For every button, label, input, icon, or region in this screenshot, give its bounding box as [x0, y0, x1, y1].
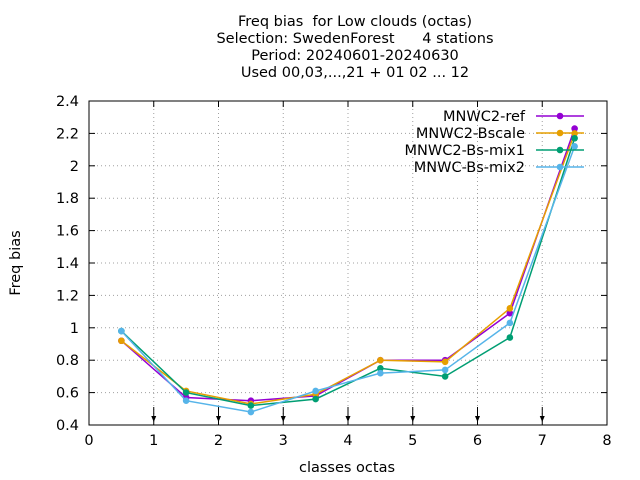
data-point: [506, 334, 514, 341]
data-point: [118, 337, 125, 345]
data-point: [506, 309, 514, 317]
legend-marker: [556, 112, 564, 120]
y-tick-label: 0.8: [56, 353, 79, 369]
data-point: [312, 387, 319, 395]
series-line: [120, 133, 576, 405]
series-group: [118, 125, 578, 416]
title-line-4: Used 00,03,...,21 + 01 02 ... 12: [240, 65, 470, 81]
x-tick-label: 0: [84, 433, 93, 449]
data-point: [377, 369, 384, 377]
data-point: [247, 402, 255, 409]
y-tick-label: 2.4: [56, 94, 79, 110]
plot-border: [88, 100, 608, 426]
data-point: [182, 397, 190, 405]
data-point: [441, 373, 449, 380]
x-tick-label: 3: [279, 433, 288, 449]
data-point: [312, 395, 319, 403]
series-line: [120, 146, 576, 413]
legend-marker: [556, 129, 564, 137]
x-axis-label: classes octas: [299, 460, 395, 476]
data-point: [441, 358, 449, 366]
legend-label: MNWC2-ref: [443, 109, 526, 125]
legend: MNWC2-refMNWC2-BscaleMNWC2-Bs-mix1MNWC-B…: [405, 109, 584, 176]
legend-label: MNWC-Bs-mix2: [414, 160, 525, 176]
x-tick-label: 7: [538, 433, 547, 449]
x-tick-label: 8: [602, 433, 611, 449]
y-tick-label: 1: [70, 321, 79, 337]
y-tick-label: 0.6: [56, 386, 79, 402]
series-MNWC-Bs-mix2: [118, 143, 578, 416]
title-line-1: Freq bias for Low clouds (octas): [238, 14, 472, 30]
x-tick-label: 2: [214, 433, 223, 449]
data-point: [377, 365, 384, 372]
y-tick-label: 2: [70, 159, 79, 175]
y-tick-label: 1.6: [56, 224, 79, 240]
y-tick-label: 1.8: [56, 191, 79, 207]
legend-marker: [556, 146, 564, 154]
data-point: [441, 366, 449, 374]
data-point: [571, 143, 578, 150]
title-line-3: Period: 20240601-20240630: [251, 48, 459, 64]
data-point: [571, 125, 578, 132]
data-point: [182, 389, 190, 396]
data-point: [506, 305, 514, 312]
x-tick-label: 5: [408, 433, 417, 449]
x-tick-label: 4: [343, 433, 352, 449]
legend-label: MNWC2-Bs-mix1: [405, 143, 525, 159]
y-tick-label: 1.2: [56, 288, 79, 304]
data-point: [571, 134, 578, 142]
title-line-2: Selection: SwedenForest 4 stations: [216, 31, 494, 47]
series-line: [120, 138, 576, 407]
x-tick-label: 1: [149, 433, 158, 449]
axes: 0 1 2 3 4 5 6 7 8 0.4 0.6 0.8 1 1.2 1.4 1.6 1.8 2 2.2 2.4: [56, 94, 612, 449]
series-MNWC2-Bs-mix1: [118, 134, 578, 409]
chart-title: Freq bias for Low clouds (octas) Selecti…: [0, 14, 640, 82]
legend-marker: [556, 163, 564, 171]
y-tick-label: 2.2: [56, 126, 79, 142]
data-point: [506, 319, 514, 327]
y-axis-label: Freq bias: [8, 230, 24, 295]
data-point: [377, 356, 384, 364]
data-point: [247, 408, 255, 416]
legend-label: MNWC2-Bscale: [416, 126, 525, 142]
x-tick-label: 6: [473, 433, 482, 449]
data-point: [118, 327, 125, 335]
y-tick-label: 1.4: [56, 256, 79, 272]
y-tick-label: 0.4: [56, 418, 79, 434]
